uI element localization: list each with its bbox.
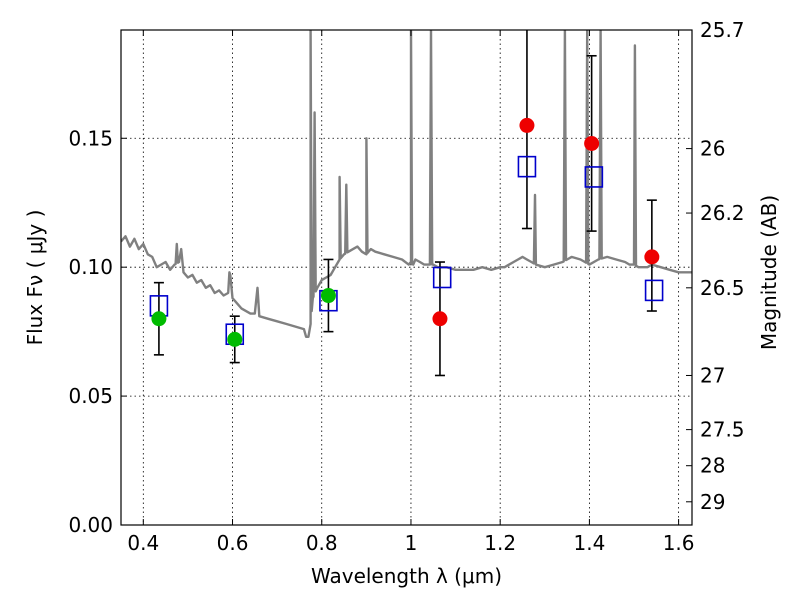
right-tick-label: 28 — [700, 454, 725, 478]
right-tick-label: 26.5 — [700, 276, 745, 300]
right-axis-label: Magnitude (AB) — [757, 195, 781, 350]
x-tick-label: 0.8 — [306, 531, 338, 555]
x-tick-label: 1.4 — [573, 531, 605, 555]
right-tick-label: 26 — [700, 137, 725, 161]
right-tick-label: 29 — [700, 490, 725, 514]
model-box — [584, 166, 604, 188]
x-tick-label: 0.4 — [127, 531, 159, 555]
right-tick-label: 25.7 — [700, 18, 745, 42]
x-tick-label: 1 — [405, 531, 418, 555]
y-tick-label: 0.05 — [68, 384, 113, 408]
x-axis-label: Wavelength λ (μm) — [311, 564, 502, 588]
y-tick-label: 0.10 — [68, 255, 113, 279]
right-tick-label: 26.2 — [700, 201, 745, 225]
x-tick-label: 1.2 — [484, 531, 516, 555]
measurement-point — [584, 135, 600, 151]
detection-point — [151, 311, 167, 327]
detection-point — [320, 288, 336, 304]
spectrum-line — [121, 30, 692, 338]
measurement-point — [644, 249, 660, 265]
detection-point — [227, 331, 243, 347]
model-box — [517, 155, 537, 178]
model-box — [644, 279, 664, 302]
ticks: 0.4 0.6 0.8 1 1.2 1.4 1.6 0.00 0.05 0.10 0.15 25.7 2… — [68, 18, 744, 555]
measurement-point — [519, 117, 535, 133]
x-tick-label: 1.6 — [663, 531, 695, 555]
data-points — [151, 117, 660, 347]
right-tick-label: 27 — [700, 363, 725, 387]
grid — [121, 30, 692, 526]
x-tick-label: 0.6 — [217, 531, 249, 555]
template-spectrum — [121, 30, 692, 338]
measurement-point — [432, 311, 448, 327]
y-tick-label: 0.00 — [68, 513, 113, 537]
y-axis-label: Flux Fν ( μJy ) — [23, 210, 47, 346]
right-tick-label: 27.5 — [700, 418, 745, 442]
y-tick-label: 0.15 — [68, 126, 113, 150]
plot-frame — [120, 29, 693, 526]
model-box — [432, 266, 452, 289]
